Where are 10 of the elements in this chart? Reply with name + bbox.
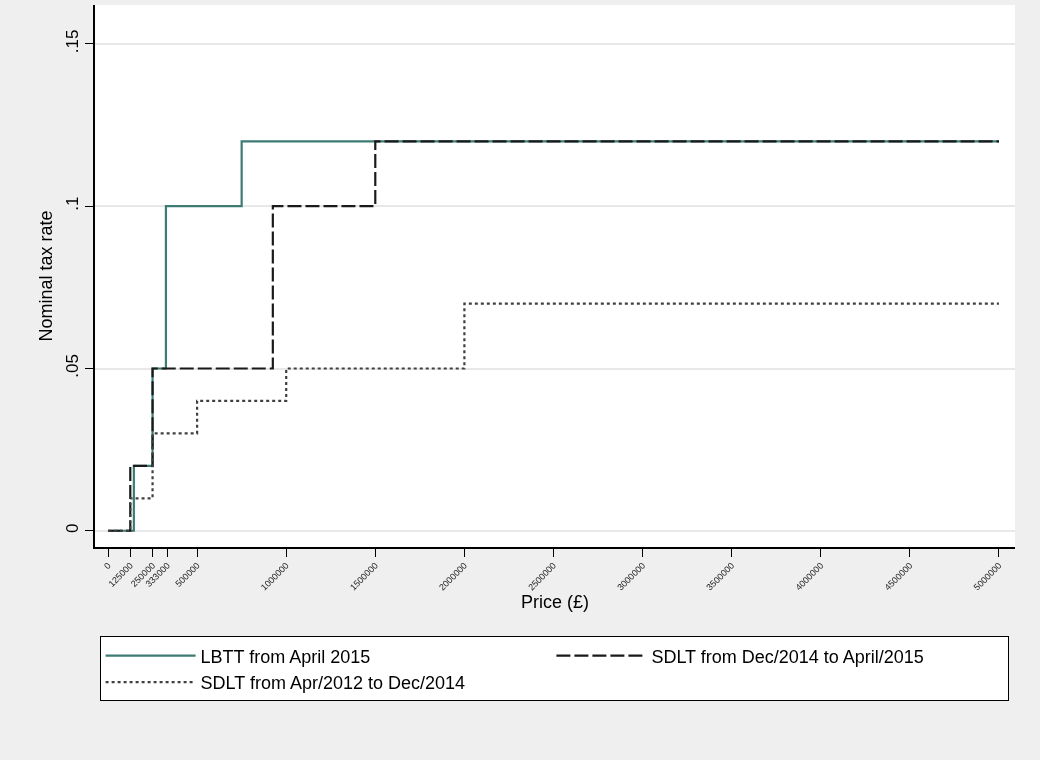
legend-label: LBTT from April 2015 [200, 646, 371, 667]
y-tick-label: 0 [63, 523, 83, 533]
legend-label: SDLT from Apr/2012 to Dec/2014 [200, 673, 466, 694]
legend-label: SDLT from Dec/2014 to April/2015 [651, 646, 924, 667]
y-tick-label: .05 [63, 354, 83, 378]
y-axis-title: Nominal tax rate [36, 210, 57, 342]
y-tick-label: .15 [63, 29, 83, 54]
x-tick-label: 0 [101, 560, 113, 572]
x-axis-title: Price (£) [520, 592, 590, 613]
y-tick-label: .1 [63, 196, 83, 211]
